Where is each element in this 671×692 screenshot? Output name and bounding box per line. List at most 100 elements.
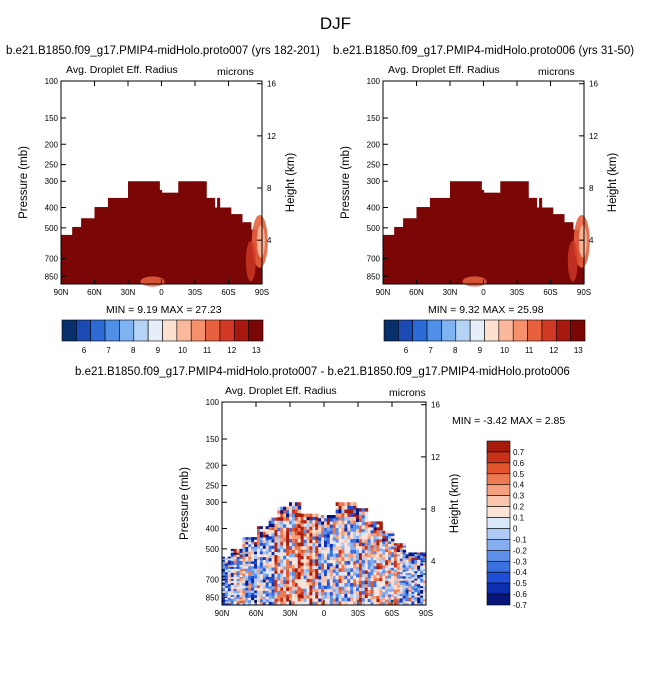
panel3-diff-cell (242, 551, 246, 555)
panel3-diff-cell (332, 521, 337, 526)
panel3-diff-cell (312, 536, 316, 541)
panel2-field-block (500, 181, 529, 284)
panel3-diff-cell (251, 554, 255, 558)
panel2-variable: Avg. Droplet Eff. Radius (388, 64, 500, 76)
panel3-diff-cell (420, 563, 424, 567)
panel3-diff-cell (391, 599, 395, 603)
panel3-diff-cell (356, 580, 360, 585)
panel3-diff-cell (414, 556, 418, 559)
panel3-diff-cell (315, 529, 319, 534)
panel3-diff-cell (248, 563, 252, 567)
panel3-diff-cell (268, 570, 273, 575)
panel3-diff-cell (332, 518, 337, 522)
panel3-diff-cell (277, 548, 281, 553)
panel3-diff-cell (373, 560, 377, 564)
panel3-diff-cell (236, 578, 240, 582)
panel3-diff-cell (350, 520, 354, 525)
panel3-diff-cell (251, 556, 255, 560)
panel3-diff-cell (332, 585, 337, 590)
panel3-diff-cell (393, 552, 398, 555)
panel3-diff-cell (373, 596, 377, 600)
panel3-diff-cell (335, 590, 340, 595)
panel1-field-gap (160, 181, 163, 190)
panel3-diff-cell (268, 567, 273, 572)
panel3-diff-cell (274, 589, 278, 594)
panel3-diff-cell (233, 552, 238, 556)
panel3-diff-cell (367, 533, 372, 537)
panel3-units: microns (389, 387, 426, 399)
panel3-diff-cell (239, 580, 243, 584)
panel3-diff-cell (338, 579, 342, 584)
panel3-diff-cell (291, 579, 296, 584)
panel3-diff-cell (402, 598, 407, 602)
panel3-diff-cell (399, 591, 404, 595)
panel3-diff-cell (376, 569, 380, 573)
panel3-diff-cell (423, 563, 427, 567)
panel3-diff-cell (274, 523, 278, 528)
panel3-diff-cell (423, 595, 427, 598)
panel3-diff-cell (370, 575, 375, 579)
panel3-diff-cell (385, 559, 389, 564)
panel3-diff-cell (303, 578, 308, 583)
panel3-x-tick-label: 90S (419, 609, 433, 618)
panel3-diff-cell (382, 554, 386, 558)
panel3-diff-cell (414, 559, 418, 563)
panel3-diff-cell (230, 570, 235, 574)
panel3-diff-cell (230, 596, 235, 600)
panel2-y-tick-label: 100 (367, 77, 381, 86)
panel3-diff-cell (236, 548, 240, 552)
panel3-diff-cell (341, 575, 345, 580)
panel3-diff-cell (271, 561, 275, 565)
panel3-diff-cell (402, 580, 407, 584)
panel3-diff-cell (309, 572, 313, 577)
panel3-diff-cell (262, 576, 267, 581)
panel3-diff-cell (367, 527, 372, 531)
panel3-diff-cell (347, 531, 351, 536)
panel3-diff-cell (254, 575, 258, 579)
panel3-diff-cell (356, 532, 360, 537)
panel3-diff-cell (414, 595, 418, 598)
panel3-diff-cell (289, 502, 293, 507)
panel3-diff-cell (256, 526, 261, 530)
panel3-diff-cell (283, 538, 287, 543)
panel3-diff-cell (306, 585, 310, 590)
panel3-diff-cell (224, 598, 229, 601)
panel3-diff-cell (402, 552, 407, 555)
panel1-field-block (61, 234, 73, 284)
panel3-diff-cell (344, 579, 348, 584)
panel1-colorbar-label: 10 (178, 346, 187, 355)
panel3-diff-cell (248, 568, 252, 572)
panel3-diff-cell (379, 551, 383, 555)
panel3-diff-cell (248, 558, 252, 562)
panel3-diff-cell (306, 556, 310, 560)
panel3-colorbar-label: -0.1 (513, 535, 527, 544)
panel3-diff-cell (335, 557, 340, 562)
panel3-colorbar-box (486, 440, 511, 453)
panel3-diff-cell (411, 558, 415, 561)
panel3-diff-cell (393, 556, 398, 560)
panel3-diff-cell (399, 565, 404, 568)
panel1-colorbar-box (133, 319, 149, 342)
panel3-diff-cell (274, 551, 278, 556)
panel3-diff-cell (396, 565, 401, 568)
panel3-diff-cell (318, 576, 322, 580)
panel3-diff-cell (423, 554, 427, 557)
panel3-diff-cell (358, 546, 363, 551)
panel1-y-tick-label: 500 (45, 224, 59, 233)
panel3-diff-cell (283, 545, 287, 550)
panel3-diff-cell (341, 535, 345, 540)
panel3-diff-cell (291, 557, 296, 562)
panel2-colorbar-box (469, 319, 485, 342)
panel3-diff-cell (268, 530, 273, 534)
panel3-diff-cell (324, 521, 328, 526)
panel3-colorbar-label: -0.6 (513, 590, 527, 599)
panel3-diff-cell (294, 593, 299, 599)
panel3-colorbar-box (486, 517, 511, 529)
panel3-diff-cell (306, 516, 310, 521)
panel3-diff-cell (303, 585, 308, 590)
panel3-diff-cell (347, 590, 351, 595)
panel3-diff-cell (420, 599, 424, 602)
panel3-diff-cell (414, 554, 418, 557)
panel3-diff-cell (318, 598, 322, 603)
panel3-diff-cell (312, 523, 316, 528)
